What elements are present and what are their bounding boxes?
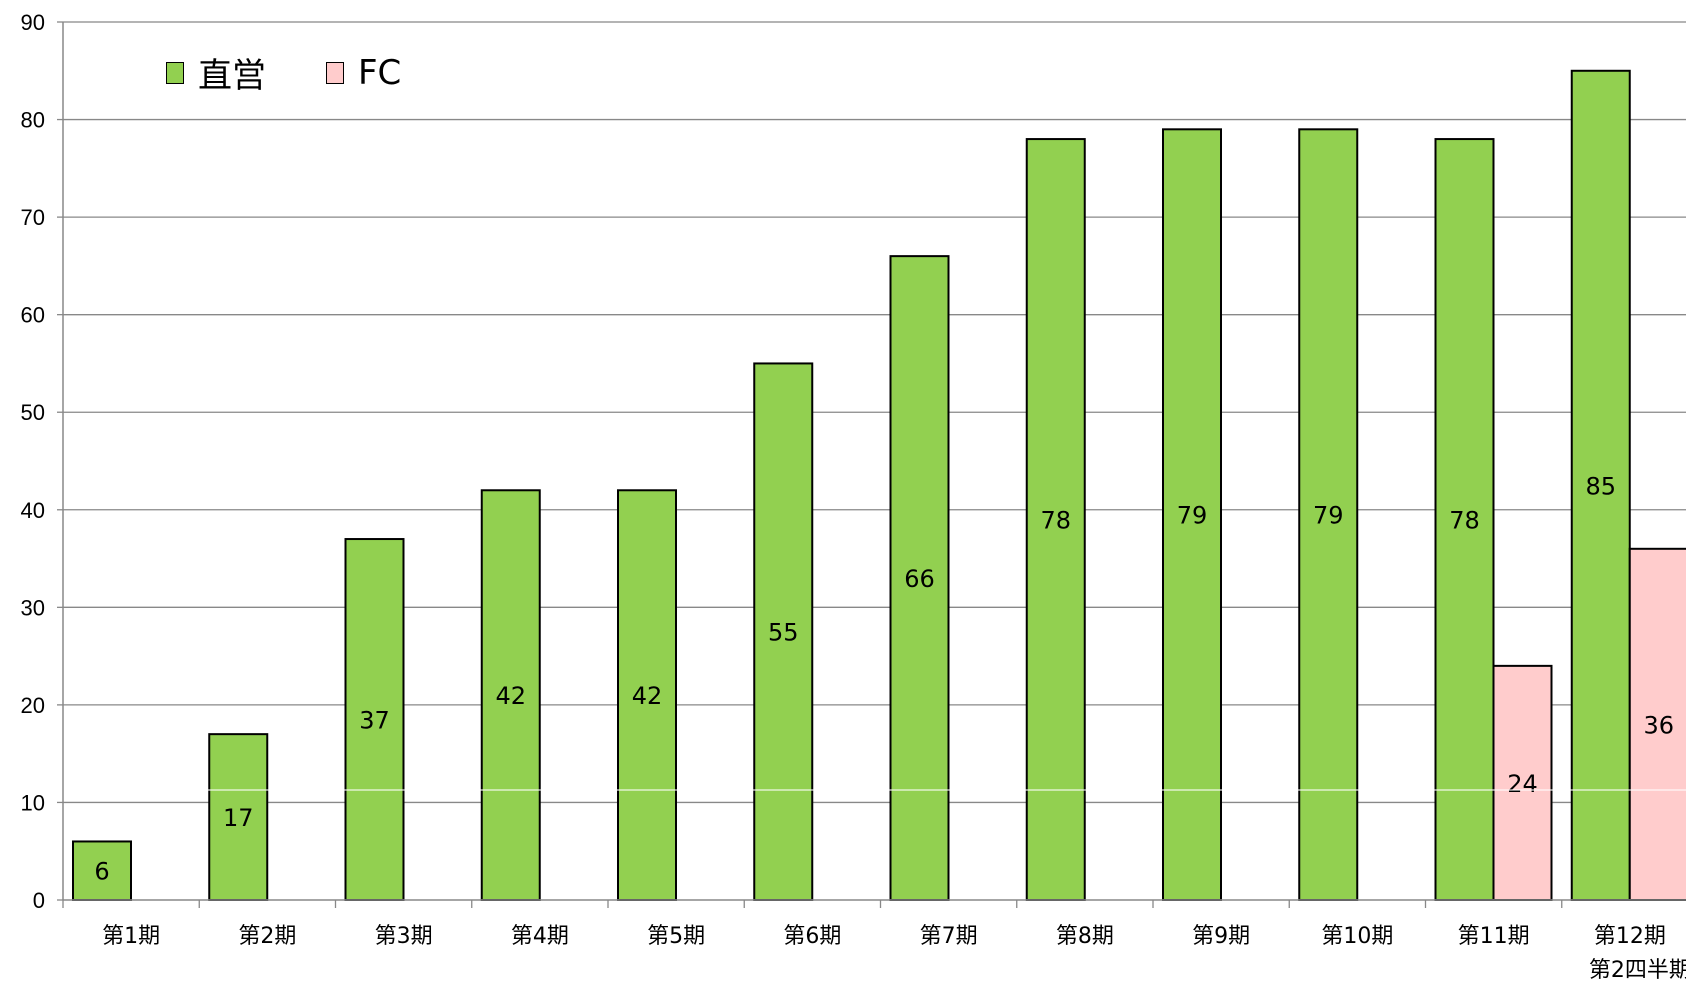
data-label: 42 [632, 682, 663, 710]
data-label: 17 [223, 804, 254, 832]
y-tick-label: 10 [21, 790, 45, 815]
y-tick-label: 50 [21, 400, 45, 425]
bar [1025, 138, 1086, 902]
legend-label-fc: FC [358, 52, 402, 93]
x-tick-label: 第10期 [1321, 924, 1393, 949]
x-tick-label: 第8期 [1056, 924, 1114, 949]
y-tick-label: 20 [21, 693, 45, 718]
legend-swatch-direct [166, 61, 184, 84]
x-tick-label: 第5期 [647, 924, 705, 949]
data-label: 55 [768, 619, 799, 647]
x-tick-label: 第6期 [783, 924, 841, 949]
y-tick-label: 30 [21, 595, 45, 620]
data-label: 37 [359, 707, 390, 735]
x-tick-sublabel: 第2四半期 [1589, 958, 1686, 983]
x-tick-label: 第2期 [238, 924, 296, 949]
y-tick-label: 40 [21, 498, 45, 523]
x-tick-label: 第7期 [920, 924, 978, 949]
data-label: 42 [495, 682, 526, 710]
x-tick-label: 第1期 [102, 924, 160, 949]
data-label: 66 [904, 565, 935, 593]
x-tick-label: 第9期 [1192, 924, 1250, 949]
x-tick-label: 第11期 [1458, 924, 1530, 949]
legend-swatch-fc [326, 61, 344, 84]
bar [889, 255, 950, 901]
bar [1434, 138, 1495, 902]
y-tick-label: 80 [21, 108, 45, 133]
bar [480, 489, 541, 901]
bar [1492, 664, 1553, 901]
legend: 直営 FC [166, 48, 461, 97]
bar [617, 489, 677, 901]
bar [1570, 69, 1631, 902]
x-tick-label: 第4期 [511, 924, 569, 949]
y-tick-label: 60 [21, 303, 45, 328]
data-label: 79 [1177, 502, 1208, 530]
legend-item-direct: 直営 [166, 48, 266, 97]
data-label: 79 [1313, 502, 1344, 530]
data-label: 85 [1585, 472, 1616, 500]
data-label: 78 [1449, 507, 1480, 535]
data-label: 6 [94, 858, 109, 886]
bar [1628, 547, 1686, 901]
bar [208, 733, 269, 902]
legend-label-direct: 直営 [198, 56, 266, 96]
legend-item-fc: FC [326, 53, 401, 93]
x-tick-label: 第12期 [1594, 924, 1666, 949]
bar [1162, 128, 1222, 902]
bar [72, 840, 132, 902]
y-tick-label: 0 [33, 888, 45, 913]
data-label: 24 [1507, 770, 1538, 798]
x-tick-label: 第3期 [375, 924, 433, 949]
data-label: 36 [1643, 711, 1674, 739]
y-tick-label: 70 [21, 205, 45, 230]
data-label: 78 [1040, 507, 1071, 535]
bar [344, 538, 405, 901]
y-tick-label: 90 [21, 10, 45, 35]
